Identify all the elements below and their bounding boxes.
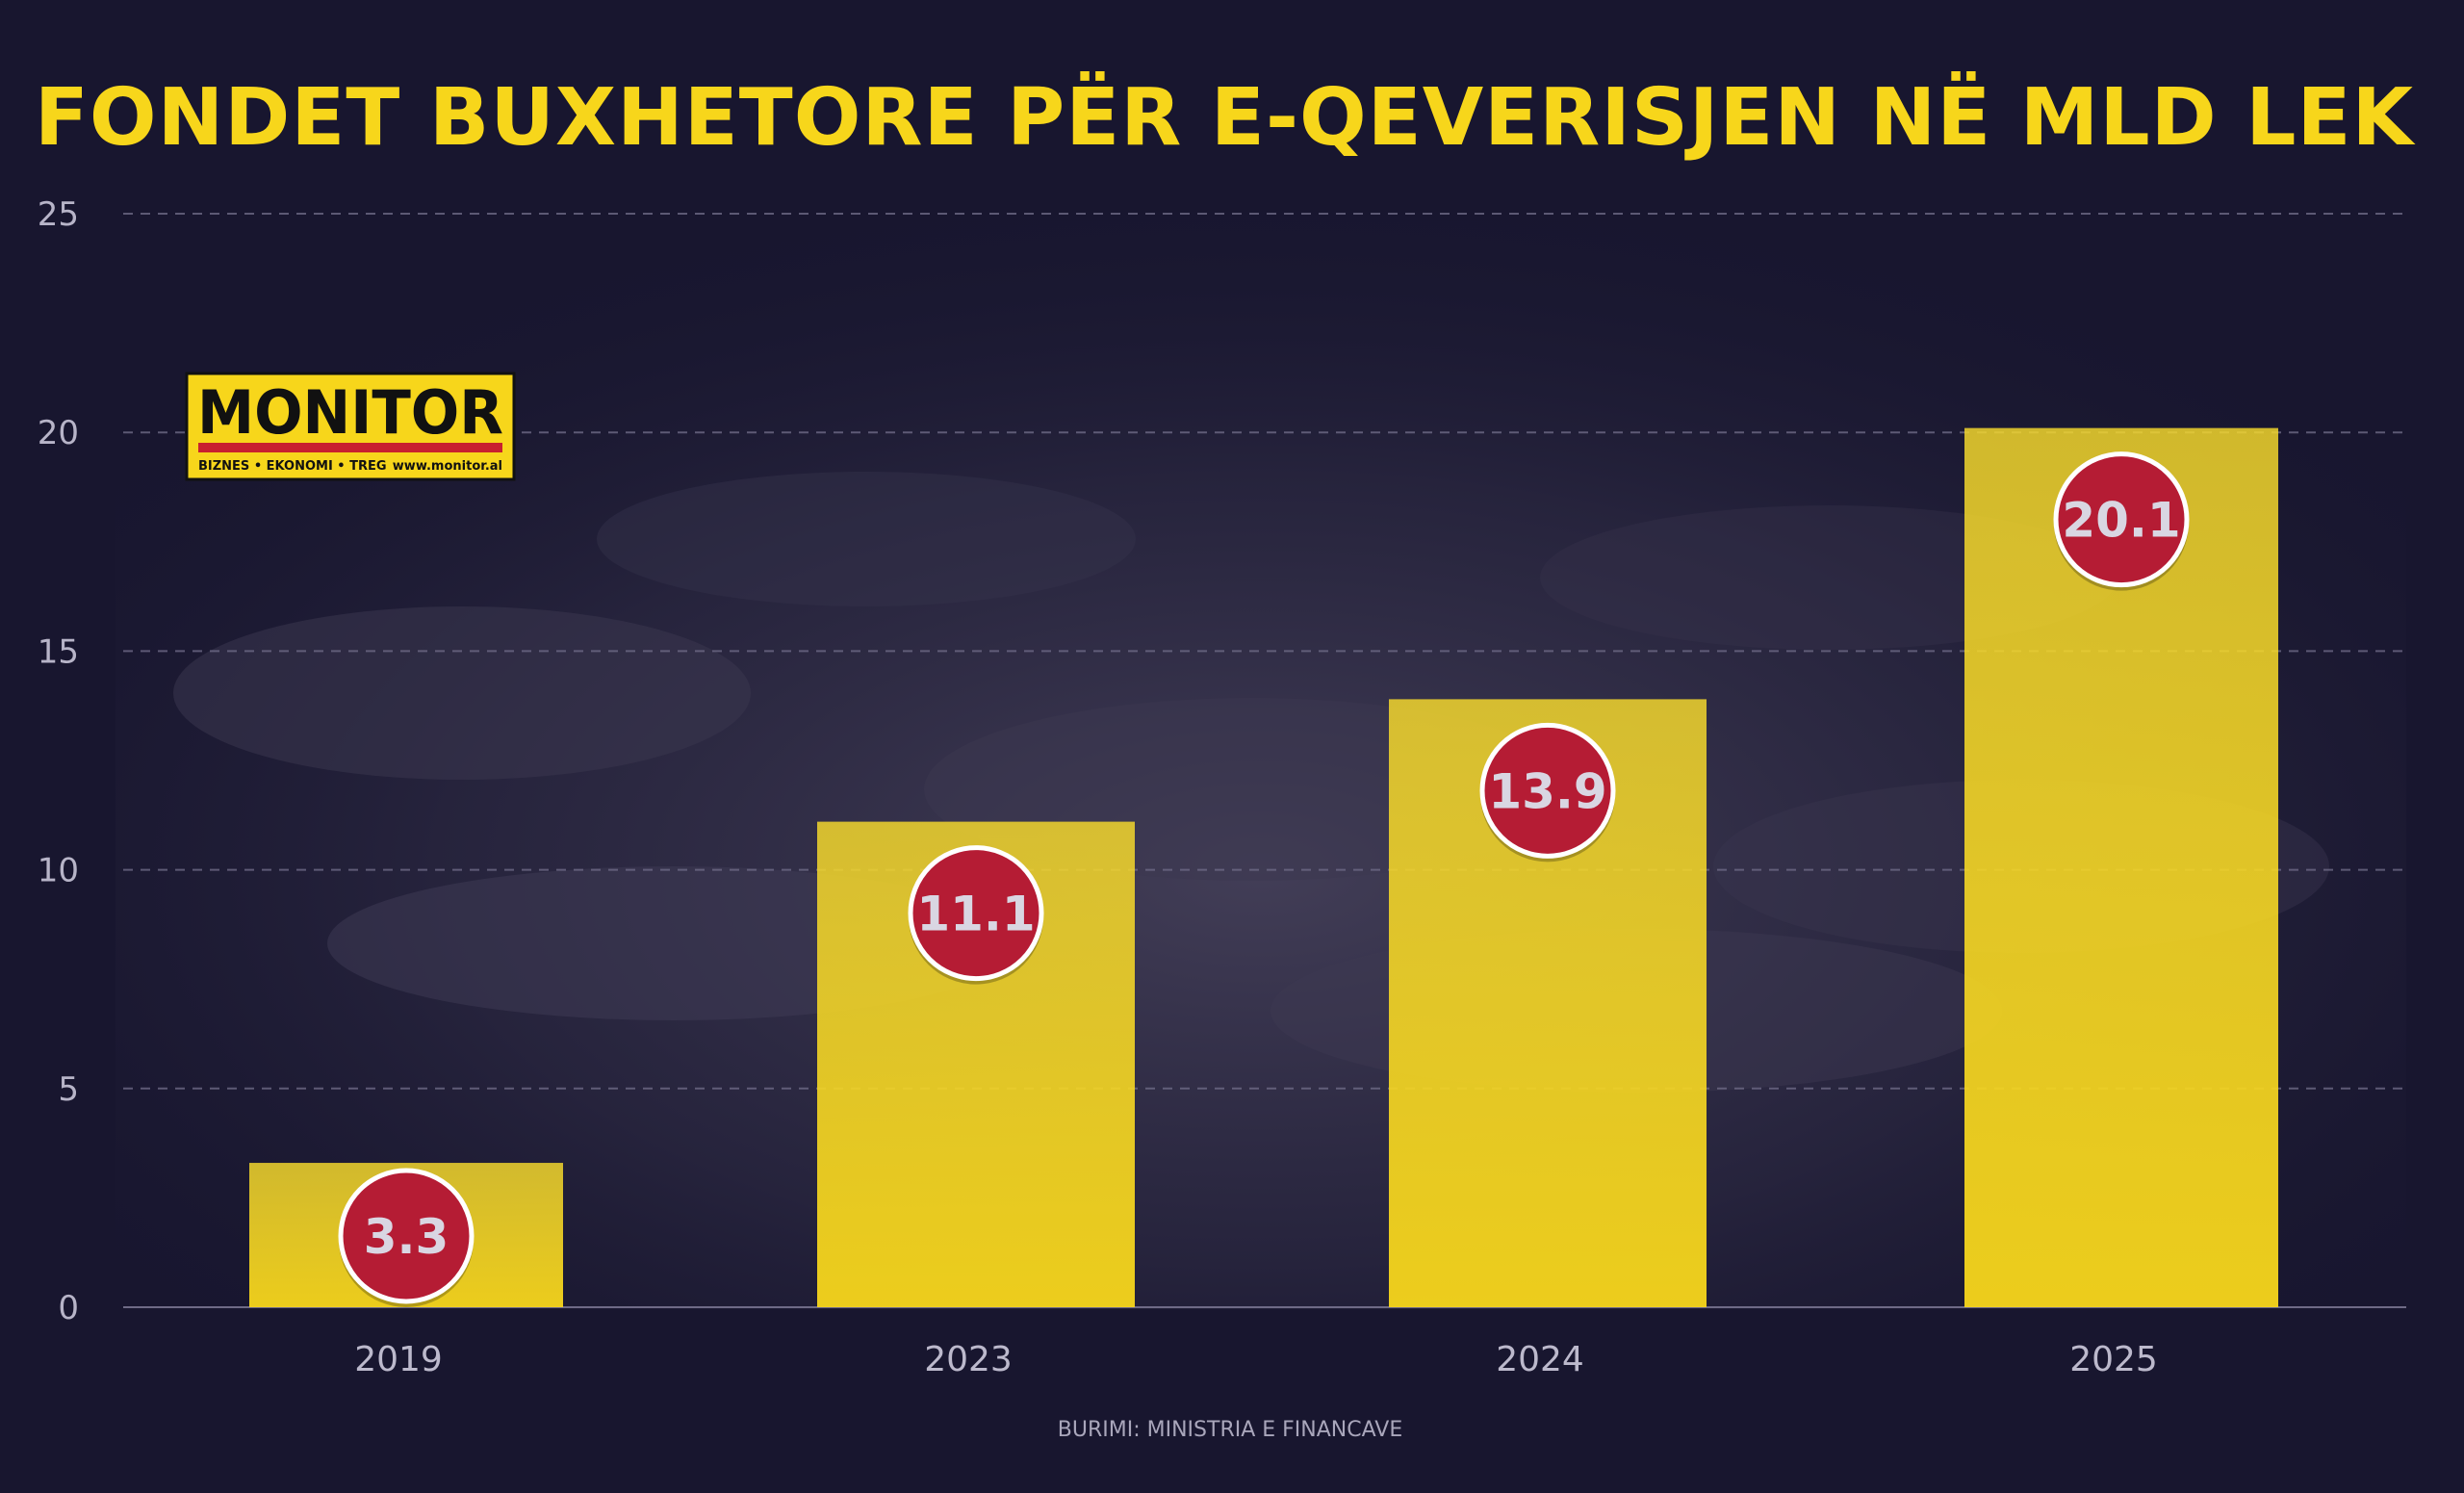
- data-label: 20.1: [2062, 493, 2180, 549]
- data-label: 11.1: [916, 887, 1035, 942]
- y-tick-label: 25: [38, 195, 79, 234]
- logo-tagline: BIZNES • EKONOMI • TREG: [198, 459, 387, 474]
- data-label-badge: 13.9: [1479, 722, 1616, 862]
- x-category-label: 2023: [924, 1340, 1013, 1379]
- data-label-badge: 20.1: [2053, 451, 2190, 591]
- data-label-badge: 3.3: [338, 1168, 475, 1307]
- x-axis-categories: 2019 2023 2024 2025: [354, 1340, 2158, 1379]
- data-label: 13.9: [1488, 763, 1606, 819]
- y-axis-ticks: 0 5 10 15 20 25: [38, 195, 79, 1327]
- data-label-badge: 11.1: [908, 845, 1044, 985]
- badge-circle: [908, 845, 1044, 982]
- x-category-label: 2024: [1496, 1340, 1584, 1379]
- x-category-label: 2019: [354, 1340, 443, 1379]
- monitor-logo: MONITOR BIZNES • EKONOMI • TREG www.moni…: [185, 372, 516, 481]
- data-label: 3.3: [364, 1209, 449, 1265]
- y-tick-label: 0: [58, 1289, 79, 1327]
- logo-red-stripe: [198, 443, 502, 452]
- y-tick-label: 15: [38, 632, 79, 671]
- chart-title: FONDET BUXHETORE PËR E-QEVERISJEN NË MLD…: [35, 71, 2417, 164]
- logo-main-text: MONITOR: [197, 377, 503, 448]
- logo-site: www.monitor.al: [393, 459, 502, 474]
- source-note: BURIMI: MINISTRIA E FINANCAVE: [1058, 1418, 1402, 1442]
- y-tick-label: 5: [58, 1070, 79, 1109]
- data-label-badges: 3.3 11.1 13.9 20.1: [338, 451, 2190, 1307]
- y-tick-label: 10: [38, 852, 79, 890]
- badge-circle: [1479, 722, 1616, 859]
- badge-circle: [338, 1168, 475, 1304]
- y-tick-label: 20: [38, 414, 79, 452]
- badge-circle: [2053, 451, 2190, 588]
- x-category-label: 2025: [2069, 1340, 2158, 1379]
